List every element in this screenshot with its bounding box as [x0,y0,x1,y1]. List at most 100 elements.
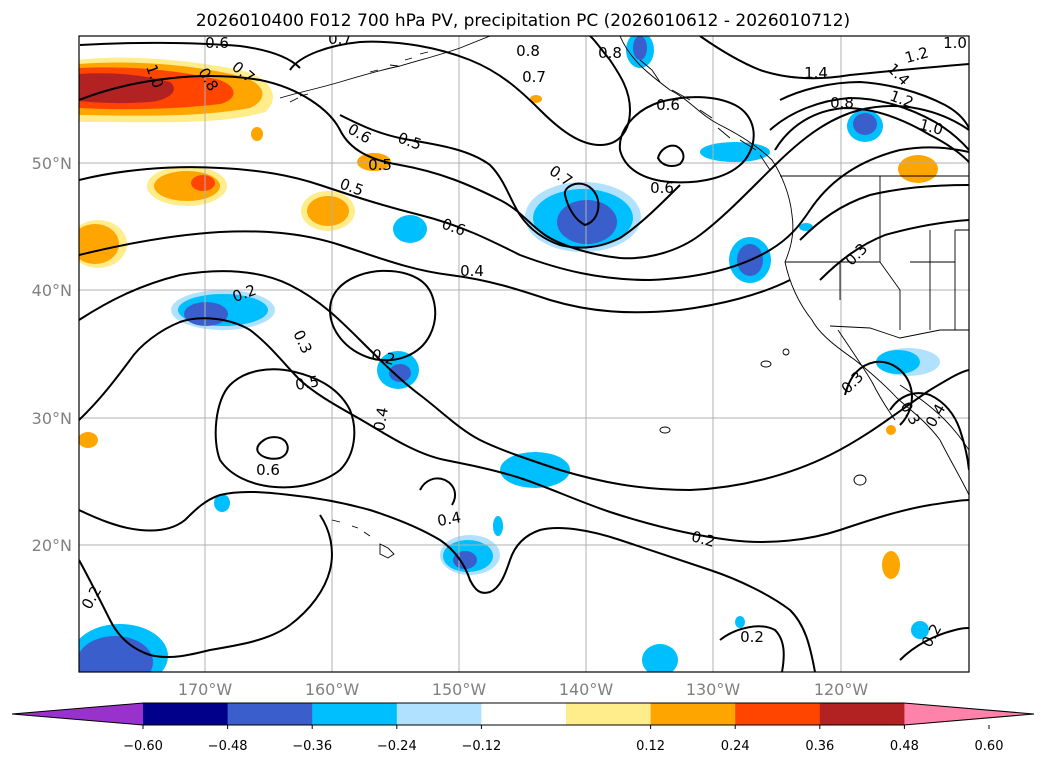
contour-label: 0.6 [205,34,229,52]
contour-line [339,114,681,249]
latitude-label: 20°N [32,536,72,555]
contour-line [819,219,969,281]
contour-label: 0.7 [328,30,352,48]
precip-area [557,200,617,244]
colorbar-tick-label: −0.24 [377,739,417,754]
contour-line [79,230,791,314]
latitude-label: 30°N [32,409,72,428]
colorbar-bin [735,703,821,725]
latitude-label: 40°N [32,281,72,300]
precip-area [389,364,411,382]
contour-line [328,269,437,362]
precip-area [876,350,920,374]
colorbar-bin [312,703,398,725]
map-frame [78,35,970,673]
contour-label: 0.5 [294,372,321,394]
contour-line [79,514,333,659]
contour-line [419,477,457,506]
precip-area [633,36,647,60]
latitude-label: 50°N [32,154,72,173]
colorbar-bin [396,703,482,725]
contour-line [289,36,632,147]
map-panel: 0.6 0.7 0.8 1.0 0.8 0.7 0.8 0.7 0.6 0.5 … [78,30,970,673]
precip-area [530,95,542,103]
contour-label: 0.8 [830,94,854,112]
contour-line [799,184,969,241]
contour-label: 1.0 [943,34,967,52]
pv-contours [79,36,969,672]
contour-line [899,627,969,661]
latitude-labels: 50°N 40°N 30°N 20°N [32,154,72,555]
precip-area [393,215,427,243]
contour-label: 1.4 [804,64,828,82]
colorbar-bin [819,703,905,725]
precip-area [493,516,503,536]
baja-coast [837,329,896,421]
contour-label: 0.2 [689,527,717,551]
precip-area [700,142,770,162]
precip-area [886,425,896,435]
contour-line [563,182,600,227]
longitude-labels: 170°W 160°W 150°W 140°W 130°W 120°W [178,680,869,699]
precip-area [184,302,228,326]
precip-area [882,551,900,579]
contour-label: 0.6 [650,179,674,197]
longitude-label: 150°W [432,680,487,699]
bc-islands [639,59,771,171]
longitude-label: 160°W [305,680,360,699]
precip-area [911,621,929,639]
longitude-label: 140°W [559,680,614,699]
longitude-label: 170°W [178,680,233,699]
contour-line [844,360,913,426]
island-chain [289,51,429,103]
contour-label: 0.4 [460,262,484,280]
precip-area [251,127,263,141]
contour-line [889,392,969,471]
precip-area [79,636,153,672]
contour-line [719,625,785,672]
precip-area [799,223,813,231]
precip-area [191,175,215,191]
contour-label: 0.6 [256,461,280,479]
island [659,426,671,434]
colorbar-tick-label: 0.12 [636,739,665,754]
colorbar-segments [12,703,1034,725]
contour-line [656,144,685,167]
precip-area [898,155,938,183]
precip-area [357,153,391,171]
colorbar-bin [12,703,143,725]
colorbar-tick-label: 0.60 [975,739,1004,754]
contour-line [79,41,301,69]
us-mexico-border [829,325,969,339]
contour-label: 0.8 [516,42,540,60]
contour-line [618,96,755,184]
contour-line [769,96,969,151]
state-border [785,176,969,330]
contour-label: 0.6 [656,96,680,114]
contour-line [79,146,969,282]
contour-label: 0.5 [368,156,392,174]
colorbar-bin [143,703,229,725]
hawaii [331,519,395,559]
precip-area [853,113,877,135]
longitude-label: 130°W [686,680,741,699]
map-background [79,36,969,672]
contour-line [699,36,969,80]
contour-label: 0.2 [369,345,397,369]
contour-label: 1.2 [903,43,931,67]
contour-label: 0.4 [436,508,463,530]
contour-line [214,368,356,489]
contour-line [79,317,969,543]
island [760,360,772,368]
colorbar-tick-label: 0.24 [721,739,750,754]
island [782,348,790,356]
contour-line [79,490,816,672]
alaska-coast [279,36,491,99]
colorbar-bin [904,703,1034,725]
colorbar-bin [566,703,652,725]
colorbar-bin [650,703,736,725]
colorbar-bin [227,703,313,725]
precip-area [79,224,119,264]
colorbar-tick-label: 0.36 [805,739,834,754]
